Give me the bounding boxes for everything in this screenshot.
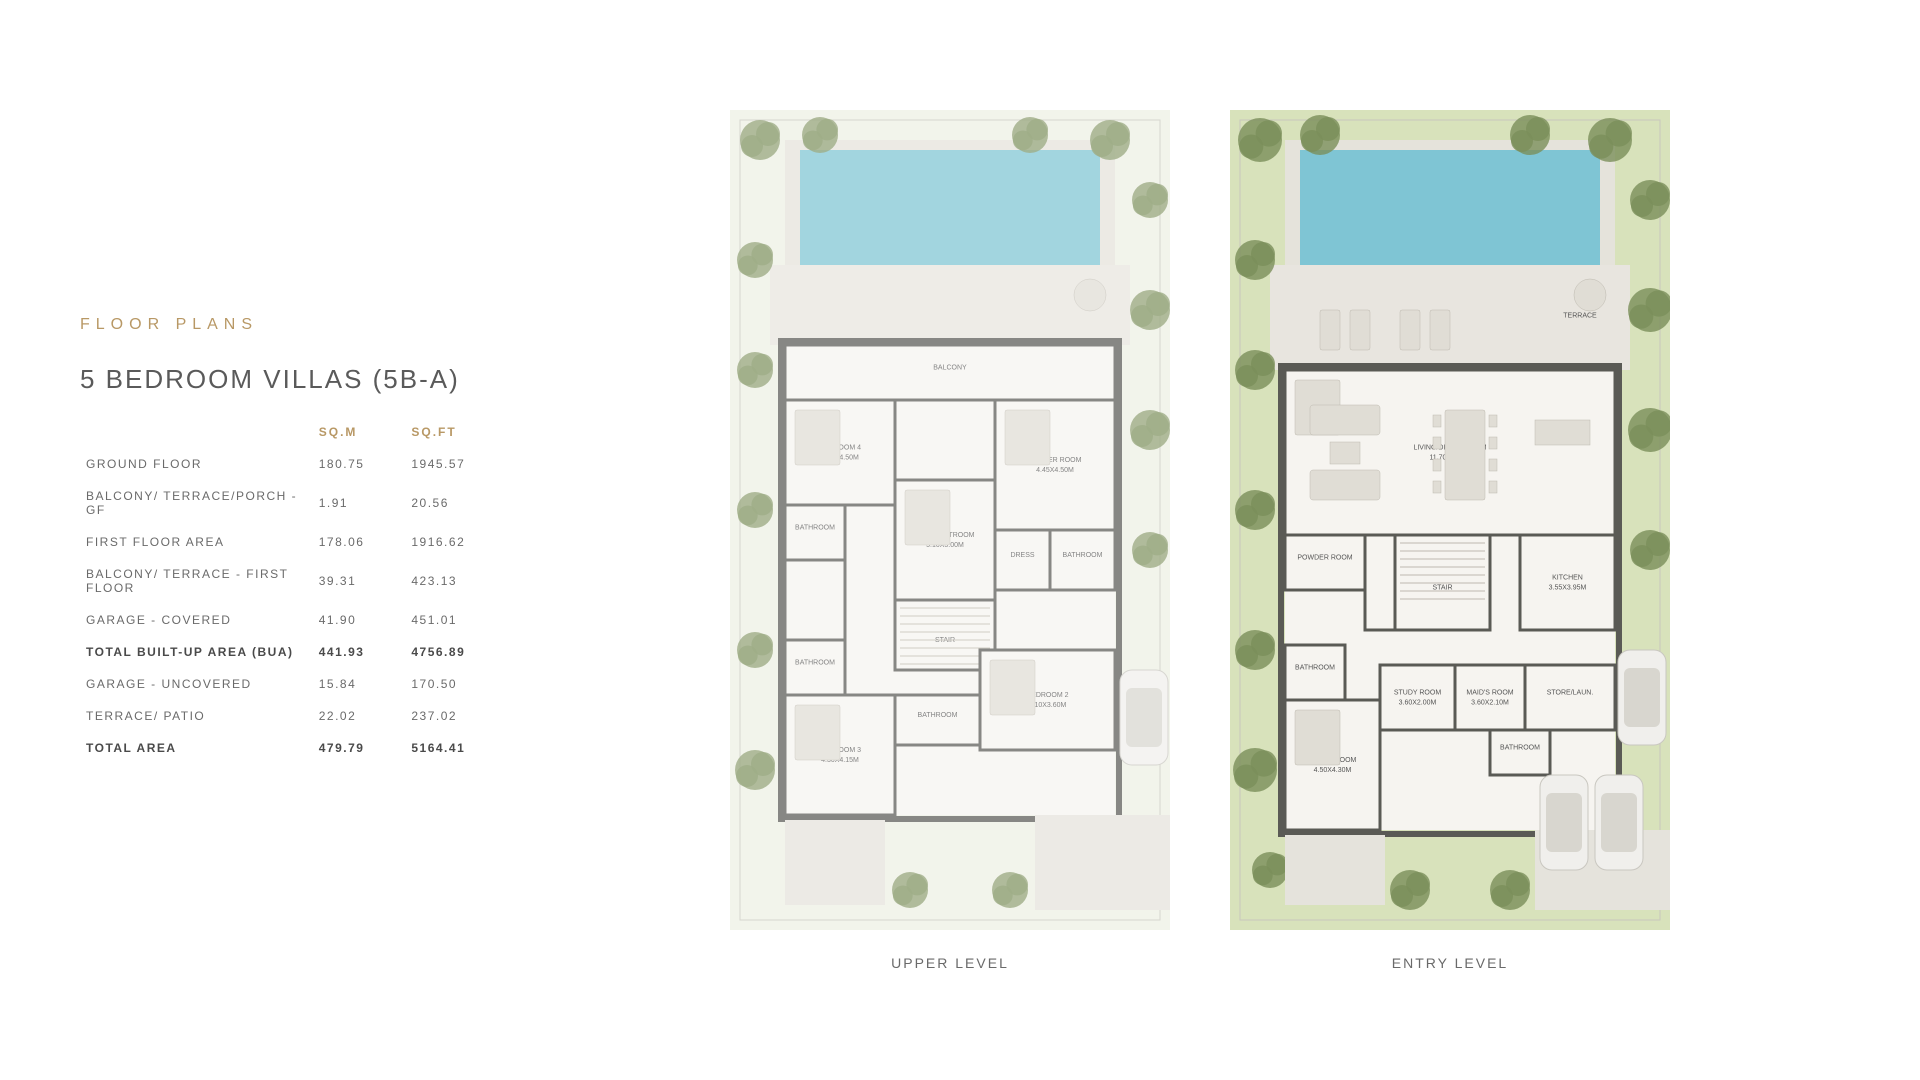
svg-text:TERRACE: TERRACE xyxy=(1563,312,1597,319)
table-row: TERRACE/ PATIO22.02237.02 xyxy=(82,701,498,731)
col-sqm: SQ.M xyxy=(315,417,406,447)
svg-text:BALCONY: BALCONY xyxy=(933,364,967,371)
table-row: GROUND FLOOR180.751945.57 xyxy=(82,449,498,479)
svg-text:3.60X2.10M: 3.60X2.10M xyxy=(1471,699,1509,706)
svg-text:STAIR: STAIR xyxy=(1432,584,1452,591)
svg-text:4.50X4.30M: 4.50X4.30M xyxy=(1314,767,1352,774)
villa-title: 5 BEDROOM VILLAS (5B-A) xyxy=(80,364,500,395)
table-row: FIRST FLOOR AREA178.061916.62 xyxy=(82,527,498,557)
table-row: GARAGE - COVERED41.90451.01 xyxy=(82,605,498,635)
table-row: BALCONY/ TERRACE - FIRST FLOOR39.31423.1… xyxy=(82,559,498,603)
plans-container: BALCONYBEDROOM 44.30X4.50MMASTER ROOM4.4… xyxy=(540,110,1860,971)
svg-text:STORE/LAUN.: STORE/LAUN. xyxy=(1547,689,1594,696)
svg-text:MAID'S ROOM: MAID'S ROOM xyxy=(1466,689,1513,696)
svg-text:KITCHEN: KITCHEN xyxy=(1552,574,1583,581)
table-row: TOTAL BUILT-UP AREA (BUA)441.934756.89 xyxy=(82,637,498,667)
plan-entry: TERRACELIVING/DINING ROOM11.70X4.40MPOWD… xyxy=(1230,110,1670,971)
info-panel: FLOOR PLANS 5 BEDROOM VILLAS (5B-A) SQ.M… xyxy=(80,316,500,765)
col-sqft: SQ.FT xyxy=(407,417,498,447)
table-row: GARAGE - UNCOVERED15.84170.50 xyxy=(82,669,498,699)
table-row: BALCONY/ TERRACE/PORCH - GF1.9120.56 xyxy=(82,481,498,525)
plan-upper: BALCONYBEDROOM 44.30X4.50MMASTER ROOM4.4… xyxy=(730,110,1170,971)
svg-text:POWDER ROOM: POWDER ROOM xyxy=(1297,554,1352,561)
caption-upper: UPPER LEVEL xyxy=(891,955,1009,971)
table-row: TOTAL AREA479.795164.41 xyxy=(82,733,498,763)
svg-text:BATHROOM: BATHROOM xyxy=(795,524,835,531)
area-table: SQ.M SQ.FT GROUND FLOOR180.751945.57BALC… xyxy=(80,415,500,765)
section-label: FLOOR PLANS xyxy=(80,316,500,334)
svg-text:STUDY ROOM: STUDY ROOM xyxy=(1394,689,1441,696)
svg-text:BATHROOM: BATHROOM xyxy=(795,659,835,666)
svg-text:DRESS: DRESS xyxy=(1010,552,1034,559)
svg-text:BATHROOM: BATHROOM xyxy=(1063,552,1103,559)
svg-text:BATHROOM: BATHROOM xyxy=(1500,744,1540,751)
svg-text:3.60X2.00M: 3.60X2.00M xyxy=(1399,699,1437,706)
table-header: SQ.M SQ.FT xyxy=(82,417,498,447)
svg-text:BATHROOM: BATHROOM xyxy=(1295,664,1335,671)
svg-text:3.55X3.95M: 3.55X3.95M xyxy=(1549,584,1587,591)
svg-text:4.45X4.50M: 4.45X4.50M xyxy=(1036,467,1074,474)
svg-text:BATHROOM: BATHROOM xyxy=(918,712,958,719)
caption-entry: ENTRY LEVEL xyxy=(1392,955,1508,971)
